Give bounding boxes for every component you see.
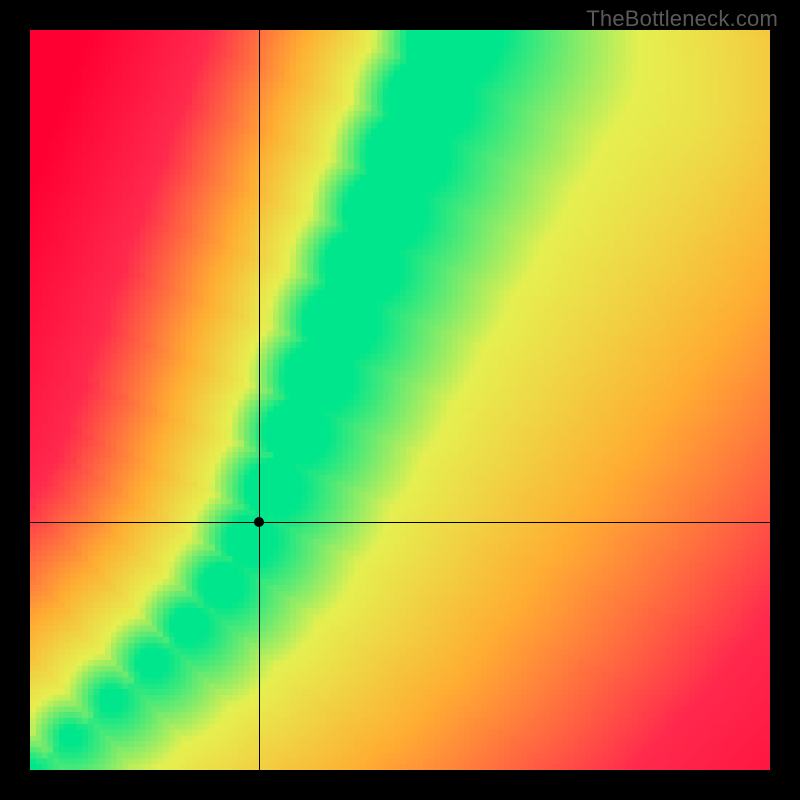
crosshair-horizontal: [30, 522, 770, 523]
crosshair-vertical: [259, 30, 260, 770]
heatmap-canvas: [30, 30, 770, 770]
watermark-text: TheBottleneck.com: [586, 6, 778, 32]
marker-dot: [254, 517, 264, 527]
plot-area: [30, 30, 770, 770]
